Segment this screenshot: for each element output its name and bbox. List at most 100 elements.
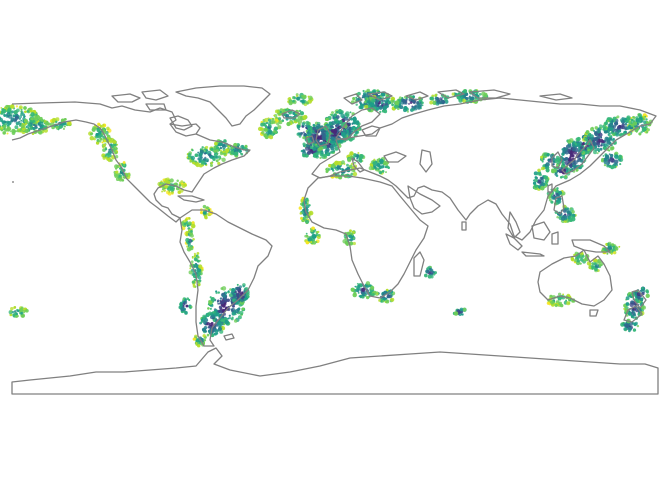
coast-scandinavia — [335, 107, 381, 141]
hotspot-cell — [228, 314, 231, 317]
hotspot-cell — [307, 95, 310, 98]
hotspot-cell — [200, 268, 203, 271]
coast-eurasia — [311, 97, 657, 241]
hotspot-cell — [16, 108, 20, 113]
hotspot-cell — [203, 152, 207, 155]
hotspot-cell — [611, 249, 614, 252]
hotspot-cell — [321, 135, 326, 141]
hotspot-cell — [21, 314, 25, 318]
hotspot-cell — [104, 140, 106, 143]
hotspot-cell — [231, 311, 236, 316]
hotspot-cell — [370, 285, 375, 290]
hotspot-cell — [348, 164, 353, 169]
hotspot-cell — [545, 168, 550, 173]
hotspot-cell — [391, 103, 394, 107]
hotspot-cell — [243, 297, 247, 301]
hotspot-cell — [608, 117, 613, 121]
hotspot-cell — [329, 125, 334, 129]
hotspot-cell — [13, 310, 17, 313]
hotspot-cell — [115, 170, 119, 174]
coast-arctic-islands — [111, 89, 169, 111]
hotspot-cell — [569, 207, 572, 210]
hotspot-cell — [545, 177, 550, 182]
hotspot-cell — [231, 292, 235, 296]
hotspot-cell — [356, 286, 361, 291]
hotspot-cell — [414, 104, 418, 108]
hotspot-cell — [242, 285, 245, 288]
hotspot-cell — [336, 123, 340, 127]
hotspot-cell — [434, 97, 438, 100]
hotspot-cell — [633, 313, 637, 317]
hotspot-cell — [434, 93, 438, 97]
hotspot-cell — [409, 101, 413, 104]
hotspot-cell — [558, 170, 562, 174]
hotspot-cell — [562, 293, 565, 296]
hotspot-cell — [374, 166, 377, 169]
hotspot-cell — [552, 196, 556, 200]
hotspot-cell — [224, 320, 230, 325]
hotspot-cell — [359, 159, 362, 163]
hotspot-cell — [571, 210, 575, 214]
hotspot-cell — [205, 145, 209, 149]
hotspot-cell — [564, 150, 569, 155]
hotspot-cell — [608, 122, 614, 128]
hotspot-cell — [366, 97, 369, 101]
hotspot-cell — [205, 149, 209, 152]
hotspot-cell — [612, 245, 616, 249]
hotspot-cell — [192, 237, 195, 241]
hotspot-cell — [114, 151, 118, 155]
hotspot-cell — [406, 110, 409, 113]
hotspot-cell — [372, 161, 377, 165]
hotspot-cell — [29, 126, 33, 131]
hotspot-cell — [618, 154, 622, 159]
hotspot-cell — [206, 160, 209, 163]
hotspot-cell — [352, 171, 358, 177]
hotspot-cell — [198, 154, 202, 158]
hotspot-cell — [588, 262, 592, 266]
hotspot-cell — [430, 272, 434, 275]
hotspot-cell — [359, 105, 364, 110]
hotspot-cell — [341, 162, 344, 165]
hotspot-cell — [19, 308, 23, 311]
hotspot-cell — [197, 151, 200, 154]
hotspot-cell — [19, 106, 22, 110]
hotspot-cell — [231, 288, 236, 293]
hotspot-cell — [302, 142, 306, 146]
hotspot-cell — [20, 119, 23, 122]
hotspot-cell — [180, 180, 184, 184]
coast-greenland — [175, 85, 271, 127]
hotspot-cell — [312, 152, 317, 157]
hotspot-cell — [593, 129, 596, 133]
hotspot-cell — [209, 322, 213, 327]
hotspot-cell — [584, 151, 587, 154]
hotspot-cell — [576, 256, 579, 259]
hotspot-cell — [241, 291, 244, 294]
hotspot-cell — [625, 302, 629, 306]
hotspot-cell — [353, 169, 356, 173]
hotspot-cell — [207, 214, 210, 217]
hotspot-cell — [204, 148, 207, 151]
hotspot-cell — [23, 106, 27, 110]
hotspot-cell — [342, 239, 347, 244]
hotspot-cell — [189, 267, 192, 270]
hotspot-cell — [10, 110, 13, 113]
hotspot-cell — [268, 131, 271, 134]
coast-new-guinea — [571, 239, 611, 253]
hotspot-cell — [306, 131, 310, 134]
hotspot-cell — [580, 146, 583, 150]
hotspot-cell — [379, 158, 384, 164]
hotspot-cell — [618, 245, 621, 248]
hotspot-cell — [599, 147, 603, 151]
hotspot-cell — [640, 297, 644, 301]
hotspot-cell — [351, 129, 354, 133]
hotspot-cell — [102, 135, 105, 139]
hotspot-cell — [641, 305, 647, 310]
hotspot-cell — [458, 98, 463, 103]
hotspot-cell — [32, 127, 36, 131]
hotspot-cell — [301, 153, 306, 158]
hotspot-cell — [379, 110, 382, 114]
hotspot-cell — [20, 124, 25, 129]
hotspot-cell — [216, 332, 219, 335]
hotspot-cell — [305, 232, 308, 235]
hotspot-cell — [2, 131, 6, 135]
